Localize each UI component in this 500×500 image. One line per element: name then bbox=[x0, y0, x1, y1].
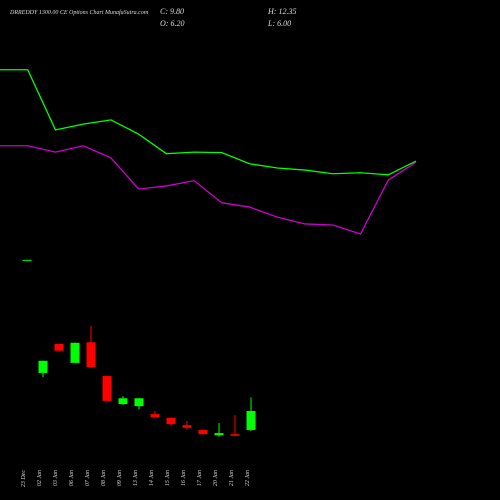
candle-body bbox=[86, 342, 96, 368]
candle-body bbox=[198, 429, 208, 435]
ohlc-info: C: 9.80 bbox=[160, 7, 184, 16]
indicator-line bbox=[0, 69, 417, 176]
x-tick-label: 07 Jan bbox=[85, 470, 91, 486]
candle-body bbox=[70, 342, 80, 363]
candle-body bbox=[22, 259, 32, 261]
candle-body bbox=[214, 433, 224, 436]
x-tick-label: 15 Jan bbox=[165, 470, 171, 486]
ohlc-info: O: 6.20 bbox=[160, 19, 184, 28]
x-tick-label: 09 Jan bbox=[117, 470, 123, 486]
candle-body bbox=[134, 398, 144, 407]
x-tick-label: 20 Jan bbox=[213, 470, 219, 486]
x-tick-label: 02 Jan bbox=[37, 470, 43, 486]
candle-body bbox=[38, 360, 48, 373]
x-tick-label: 08 Jan bbox=[101, 470, 107, 486]
candle-body bbox=[102, 376, 112, 401]
candle-body bbox=[166, 417, 176, 425]
x-tick-label: 21 Jan bbox=[229, 470, 235, 486]
candle-body bbox=[246, 410, 256, 430]
x-tick-label: 22 Jan bbox=[245, 470, 251, 486]
x-tick-label: 06 Jan bbox=[69, 470, 75, 486]
x-tick-label: 23 Dec bbox=[21, 470, 27, 487]
x-tick-label: 17 Jan bbox=[197, 470, 203, 486]
candle-body bbox=[230, 434, 240, 436]
ohlc-info: L: 6.00 bbox=[267, 19, 291, 28]
candle-body bbox=[150, 414, 160, 418]
ohlc-info: H: 12.35 bbox=[267, 7, 296, 16]
x-tick-label: 13 Jan bbox=[133, 470, 139, 486]
candle-body bbox=[182, 425, 192, 428]
candle-body bbox=[118, 398, 128, 405]
x-tick-label: 03 Jan bbox=[53, 470, 59, 486]
x-tick-label: 16 Jan bbox=[181, 470, 187, 486]
indicator-line bbox=[0, 145, 417, 235]
candle-body bbox=[54, 343, 64, 351]
chart-title: DRREDDY 1300.00 CE Options Chart MunafaS… bbox=[9, 9, 149, 16]
x-tick-label: 14 Jan bbox=[148, 470, 155, 486]
